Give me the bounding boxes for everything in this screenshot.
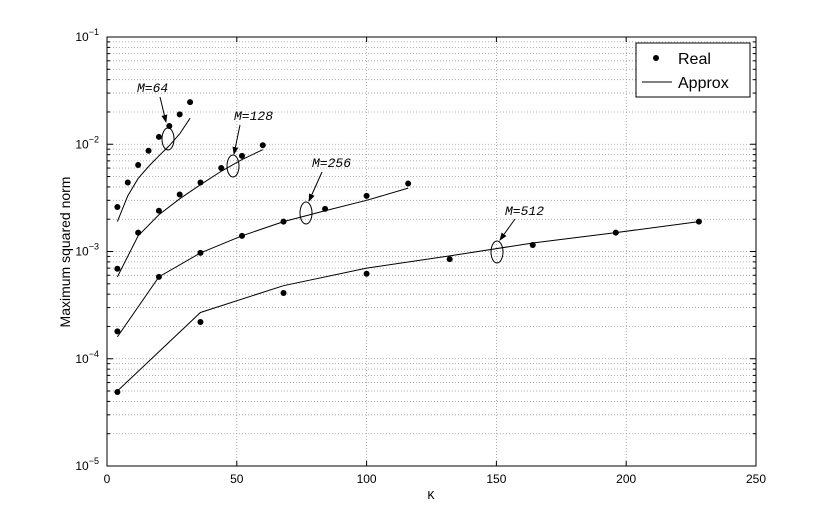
real-point [197, 179, 204, 186]
annotation: M=128 [234, 109, 273, 124]
x-tick-label: 100 [357, 472, 377, 486]
y-tick-base: 10 [75, 137, 89, 151]
real-point [114, 388, 121, 395]
real-point [135, 162, 142, 169]
real-point [114, 328, 121, 335]
y-tick-base: 10 [75, 352, 89, 366]
real-point [238, 152, 245, 159]
real-point [280, 290, 287, 297]
annotation-arrow [308, 171, 323, 202]
real-point [135, 229, 142, 236]
real-point [197, 319, 204, 326]
real-point [155, 273, 162, 280]
annotation-ellipse [299, 201, 313, 225]
real-point [612, 229, 619, 236]
approx-line [116, 117, 191, 222]
real-point [124, 179, 131, 186]
annotation-arrow [499, 218, 516, 241]
real-point [405, 180, 412, 187]
x-tick-label: 0 [104, 472, 111, 486]
real-point [695, 218, 702, 225]
legend-box [635, 42, 751, 98]
annotation-ellipse [161, 127, 175, 151]
real-point [218, 165, 225, 172]
annotation: M=512 [505, 204, 544, 219]
y-tick-exponent: −2 [89, 134, 99, 144]
real-point [529, 241, 536, 248]
y-tick-label: 10−1 [75, 27, 99, 44]
legend-marker [653, 55, 659, 61]
real-point [363, 270, 370, 277]
real-point [238, 232, 245, 239]
plot-frame [106, 36, 757, 467]
real-point [322, 205, 329, 212]
real-point [187, 99, 194, 106]
y-axis-label: Maximum squared norm [57, 177, 73, 328]
approx-line [117, 221, 699, 392]
y-tick-label: 10−2 [75, 134, 99, 151]
real-point [176, 191, 183, 198]
annotation: M=64 [137, 81, 168, 96]
legend-label: Approx [678, 75, 729, 92]
annotation-ellipse [226, 154, 240, 178]
annotation-arrow [232, 124, 241, 155]
real-point [114, 265, 121, 272]
x-axis-label: K [427, 489, 435, 503]
real-point [446, 256, 453, 263]
real-point [363, 192, 370, 199]
y-tick-base: 10 [75, 30, 89, 44]
y-tick-exponent: −3 [89, 242, 99, 252]
annotation-arrow [159, 96, 168, 123]
real-point [280, 218, 287, 225]
y-tick-exponent: −4 [89, 349, 99, 359]
real-point [176, 111, 183, 118]
real-point [155, 133, 162, 140]
approx-line [116, 187, 409, 338]
x-tick-label: 200 [616, 472, 636, 486]
real-point [114, 203, 121, 210]
y-tick-exponent: −1 [89, 27, 99, 37]
real-point [197, 249, 204, 256]
real-point [166, 122, 173, 129]
legend-label: Real [678, 51, 711, 68]
annotation-ellipse [490, 240, 504, 264]
x-tick-label: 250 [746, 472, 766, 486]
annotation: M=256 [312, 156, 351, 171]
y-tick-base: 10 [75, 459, 89, 473]
x-tick-label: 150 [486, 472, 506, 486]
y-tick-label: 10−3 [75, 242, 99, 259]
y-tick-label: 10−4 [75, 349, 99, 366]
real-point [145, 147, 152, 154]
real-point [155, 207, 162, 214]
x-tick-label: 50 [230, 472, 244, 486]
real-point [259, 142, 266, 149]
y-tick-base: 10 [75, 245, 89, 259]
y-tick-label: 10−5 [75, 456, 99, 473]
y-tick-exponent: −5 [89, 456, 99, 466]
